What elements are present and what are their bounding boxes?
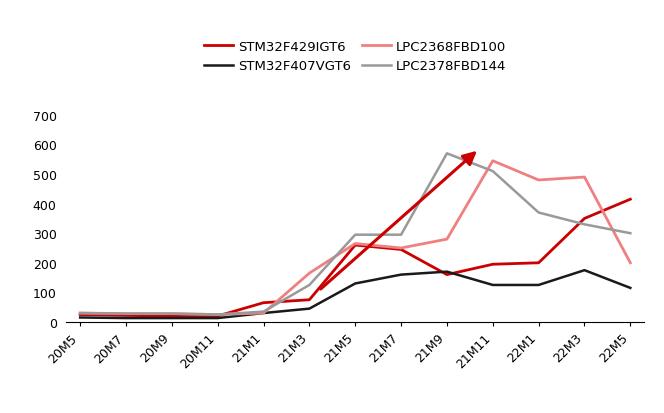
LPC2378FBD144 [122,311,130,316]
STM32F407VGT6 [489,283,497,288]
LPC2378FBD144 [76,311,84,316]
LPC2368FBD100 [580,175,588,180]
STM32F429IGT6 [443,273,451,278]
STM32F429IGT6 [168,314,176,319]
LPC2378FBD144 [397,233,405,237]
LPC2368FBD100 [489,159,497,164]
STM32F429IGT6 [489,262,497,267]
STM32F407VGT6 [214,316,222,321]
STM32F429IGT6 [535,261,542,266]
STM32F407VGT6 [76,315,84,320]
LPC2368FBD100 [397,246,405,251]
LPC2368FBD100 [535,178,542,183]
LPC2378FBD144 [626,231,634,236]
STM32F407VGT6 [626,286,634,291]
STM32F429IGT6 [76,312,84,317]
Legend: STM32F429IGT6, STM32F407VGT6, LPC2368FBD100, LPC2378FBD144: STM32F429IGT6, STM32F407VGT6, LPC2368FBD… [199,36,512,78]
STM32F429IGT6 [122,313,130,318]
STM32F429IGT6 [626,197,634,202]
LPC2378FBD144 [214,312,222,317]
STM32F407VGT6 [443,270,451,275]
Line: STM32F407VGT6: STM32F407VGT6 [80,271,630,318]
STM32F407VGT6 [397,273,405,278]
STM32F429IGT6 [214,314,222,319]
LPC2368FBD100 [351,242,359,247]
STM32F407VGT6 [305,306,313,311]
LPC2368FBD100 [443,237,451,242]
STM32F429IGT6 [260,301,268,306]
LPC2378FBD144 [443,152,451,157]
LPC2368FBD100 [76,311,84,316]
STM32F407VGT6 [168,316,176,321]
LPC2378FBD144 [580,222,588,227]
Line: LPC2378FBD144: LPC2378FBD144 [80,154,630,315]
LPC2378FBD144 [351,233,359,237]
LPC2378FBD144 [535,211,542,216]
LPC2378FBD144 [305,283,313,288]
STM32F429IGT6 [580,216,588,221]
LPC2368FBD100 [260,311,268,316]
STM32F429IGT6 [305,297,313,302]
LPC2368FBD100 [626,261,634,266]
STM32F429IGT6 [351,243,359,248]
STM32F407VGT6 [122,316,130,321]
LPC2378FBD144 [168,311,176,316]
STM32F407VGT6 [260,311,268,316]
LPC2368FBD100 [305,271,313,276]
LPC2368FBD100 [168,311,176,316]
STM32F429IGT6 [397,247,405,252]
Line: STM32F429IGT6: STM32F429IGT6 [80,200,630,316]
Line: LPC2368FBD100: LPC2368FBD100 [80,161,630,315]
LPC2378FBD144 [489,169,497,174]
STM32F407VGT6 [535,283,542,288]
STM32F407VGT6 [580,268,588,273]
LPC2368FBD100 [122,311,130,316]
STM32F407VGT6 [351,281,359,286]
LPC2368FBD100 [214,312,222,317]
LPC2378FBD144 [260,309,268,314]
